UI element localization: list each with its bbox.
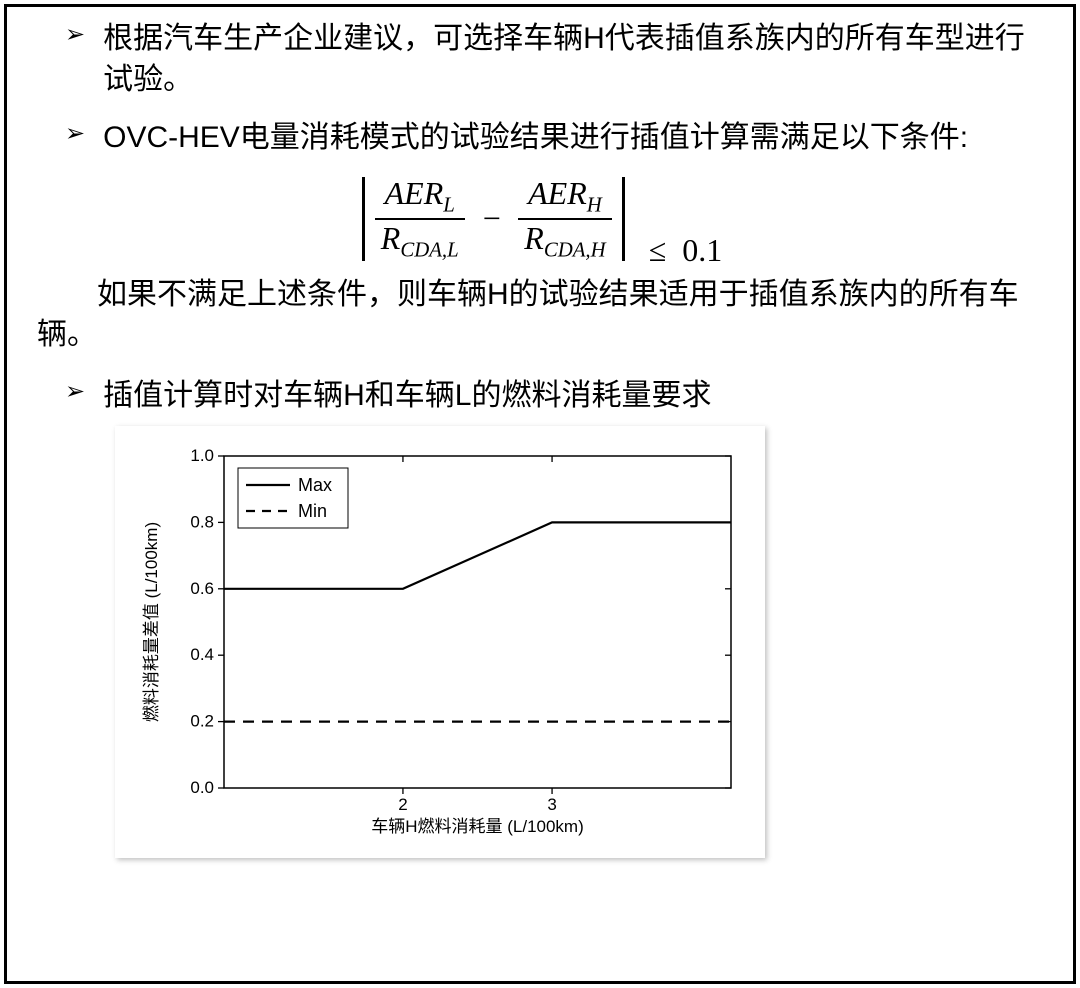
bullet-2: ➢ OVC-HEV电量消耗模式的试验结果进行插值计算需满足以下条件:: [37, 118, 1043, 159]
den2: R: [524, 220, 544, 256]
minus-operator: −: [481, 200, 503, 237]
den2-sub: CDA,H: [544, 238, 606, 261]
svg-text:0.8: 0.8: [190, 513, 214, 532]
bullet-1-text: 根据汽车生产企业建议，可选择车辆H代表插值系族内的所有车型进行试验。: [103, 19, 1043, 100]
bullet-marker-icon: ➢: [65, 19, 85, 51]
svg-text:0.4: 0.4: [190, 645, 214, 664]
bullet-3: ➢ 插值计算时对车辆H和车辆L的燃料消耗量要求: [37, 376, 1043, 417]
bullet-marker-icon: ➢: [65, 118, 85, 150]
abs-bar-left: [362, 177, 365, 261]
fraction-1: AERL RCDA,L: [375, 177, 465, 261]
rhs-value: 0.1: [682, 232, 722, 268]
den1: R: [381, 220, 401, 256]
svg-text:车辆H燃料消耗量 (L/100km): 车辆H燃料消耗量 (L/100km): [371, 817, 584, 836]
num1: AER: [385, 175, 444, 211]
svg-text:燃料消耗量差值 (L/100km): 燃料消耗量差值 (L/100km): [142, 522, 161, 722]
formula: AERL RCDA,L − AERH RCDA,H ≤ 0.1: [37, 177, 1043, 269]
leq-operator: ≤: [649, 232, 667, 268]
bullet-3-text: 插值计算时对车辆H和车辆L的燃料消耗量要求: [103, 376, 1043, 417]
svg-text:Max: Max: [298, 475, 332, 495]
abs-bar-right: [622, 177, 625, 261]
followup-text: 如果不满足上述条件，则车辆H的试验结果适用于插值系族内的所有车辆。: [37, 278, 1019, 352]
num2-sub: H: [587, 193, 602, 216]
chart-container: 0.0 0.2 0.4 0.6 0.8 1.0 2 3 Max Min 车辆H燃料消耗量 (L/10…: [115, 426, 765, 858]
svg-text:0.2: 0.2: [190, 712, 214, 731]
bullet-2-text: OVC-HEV电量消耗模式的试验结果进行插值计算需满足以下条件:: [103, 118, 1043, 159]
svg-text:Min: Min: [298, 501, 327, 521]
chart-svg: 0.0 0.2 0.4 0.6 0.8 1.0 2 3 Max Min 车辆H燃料消耗量 (L/10…: [129, 440, 751, 844]
bullet-marker-icon: ➢: [65, 376, 85, 408]
svg-text:0.0: 0.0: [190, 778, 214, 797]
num1-sub: L: [443, 193, 455, 216]
svg-text:1.0: 1.0: [190, 446, 214, 465]
svg-text:3: 3: [547, 795, 556, 814]
svg-text:0.6: 0.6: [190, 579, 214, 598]
den1-sub: CDA,L: [400, 238, 458, 261]
page-frame: ➢ 根据汽车生产企业建议，可选择车辆H代表插值系族内的所有车型进行试验。 ➢ O…: [4, 4, 1076, 984]
fraction-2: AERH RCDA,H: [518, 177, 611, 261]
num2: AER: [528, 175, 587, 211]
bullet-1: ➢ 根据汽车生产企业建议，可选择车辆H代表插值系族内的所有车型进行试验。: [37, 19, 1043, 100]
followup-paragraph: 如果不满足上述条件，则车辆H的试验结果适用于插值系族内的所有车辆。: [37, 275, 1043, 356]
svg-text:2: 2: [398, 795, 407, 814]
